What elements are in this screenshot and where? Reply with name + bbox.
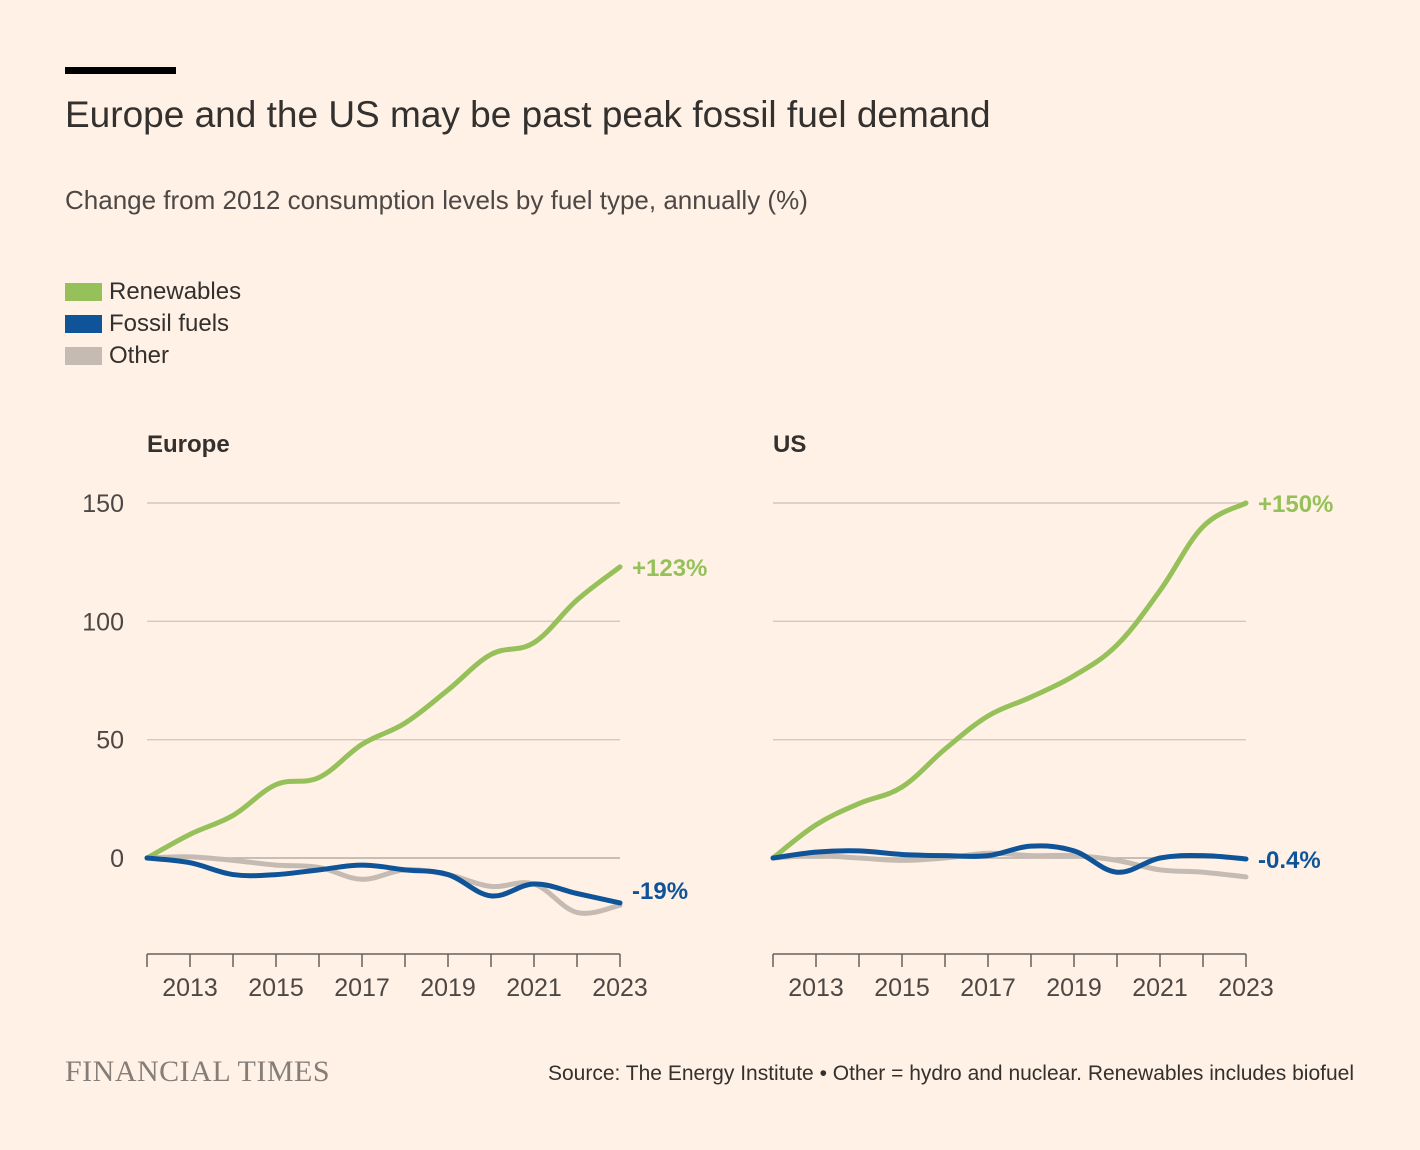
legend-label-renewables: Renewables	[109, 278, 242, 305]
europe-end-label-renewables: +123%	[632, 555, 707, 582]
europe-x-tick-label-2017: 2017	[334, 974, 390, 1002]
ft-logo: FINANCIAL TIMES	[65, 1055, 331, 1088]
europe-y-tick-label-50: 50	[96, 727, 124, 755]
legend-item-renewables: Renewables	[65, 276, 241, 308]
us-x-tick-label-2021: 2021	[1132, 974, 1188, 1002]
europe-x-tick-label-2019: 2019	[420, 974, 476, 1002]
us-line-fossil-fuels	[770, 843, 1249, 875]
europe-x-tick-label-2015: 2015	[248, 974, 304, 1002]
europe-y-tick-label-100: 100	[82, 608, 124, 636]
legend-swatch-other	[65, 347, 102, 365]
europe-end-label-fossil-fuels: -19%	[632, 878, 688, 905]
legend-swatch-renewables	[65, 283, 102, 301]
chart-title: Europe and the US may be past peak fossi…	[65, 94, 991, 135]
us-x-tick-label-2015: 2015	[874, 974, 930, 1002]
top-rule	[65, 67, 176, 74]
us-end-label-renewables: +150%	[1258, 491, 1333, 518]
europe-x-tick-label-2021: 2021	[506, 974, 562, 1002]
us-panel-title: US	[773, 431, 806, 458]
europe-x-tick-label-2023: 2023	[592, 974, 648, 1002]
source-note: Source: The Energy Institute • Other = h…	[547, 1062, 1354, 1085]
europe-y-tick-label-0: 0	[110, 845, 124, 873]
europe-line-renewables	[144, 564, 623, 861]
us-line-other	[770, 850, 1249, 880]
legend-label-fossil-fuels: Fossil fuels	[109, 310, 230, 337]
us-x-tick-label-2017: 2017	[960, 974, 1016, 1002]
europe-x-tick-label-2013: 2013	[162, 974, 218, 1002]
us-x-tick-label-2019: 2019	[1046, 974, 1102, 1002]
legend-label-other: Other	[109, 342, 170, 369]
legend-item-fossil-fuels: Fossil fuels	[65, 308, 241, 340]
chart-subtitle: Change from 2012 consumption levels by f…	[65, 185, 808, 215]
legend: Renewables Fossil fuels Other	[65, 276, 241, 372]
europe-line-fossil-fuels	[144, 855, 623, 906]
europe-y-tick-label-150: 150	[82, 490, 124, 518]
us-end-label-fossil-fuels: -0.4%	[1258, 847, 1321, 874]
us-x-tick-label-2013: 2013	[788, 974, 844, 1002]
legend-item-other: Other	[65, 340, 241, 372]
us-x-tick-label-2023: 2023	[1218, 974, 1274, 1002]
europe-panel-title: Europe	[147, 431, 230, 458]
legend-swatch-fossil-fuels	[65, 315, 102, 333]
us-line-renewables	[770, 500, 1249, 861]
